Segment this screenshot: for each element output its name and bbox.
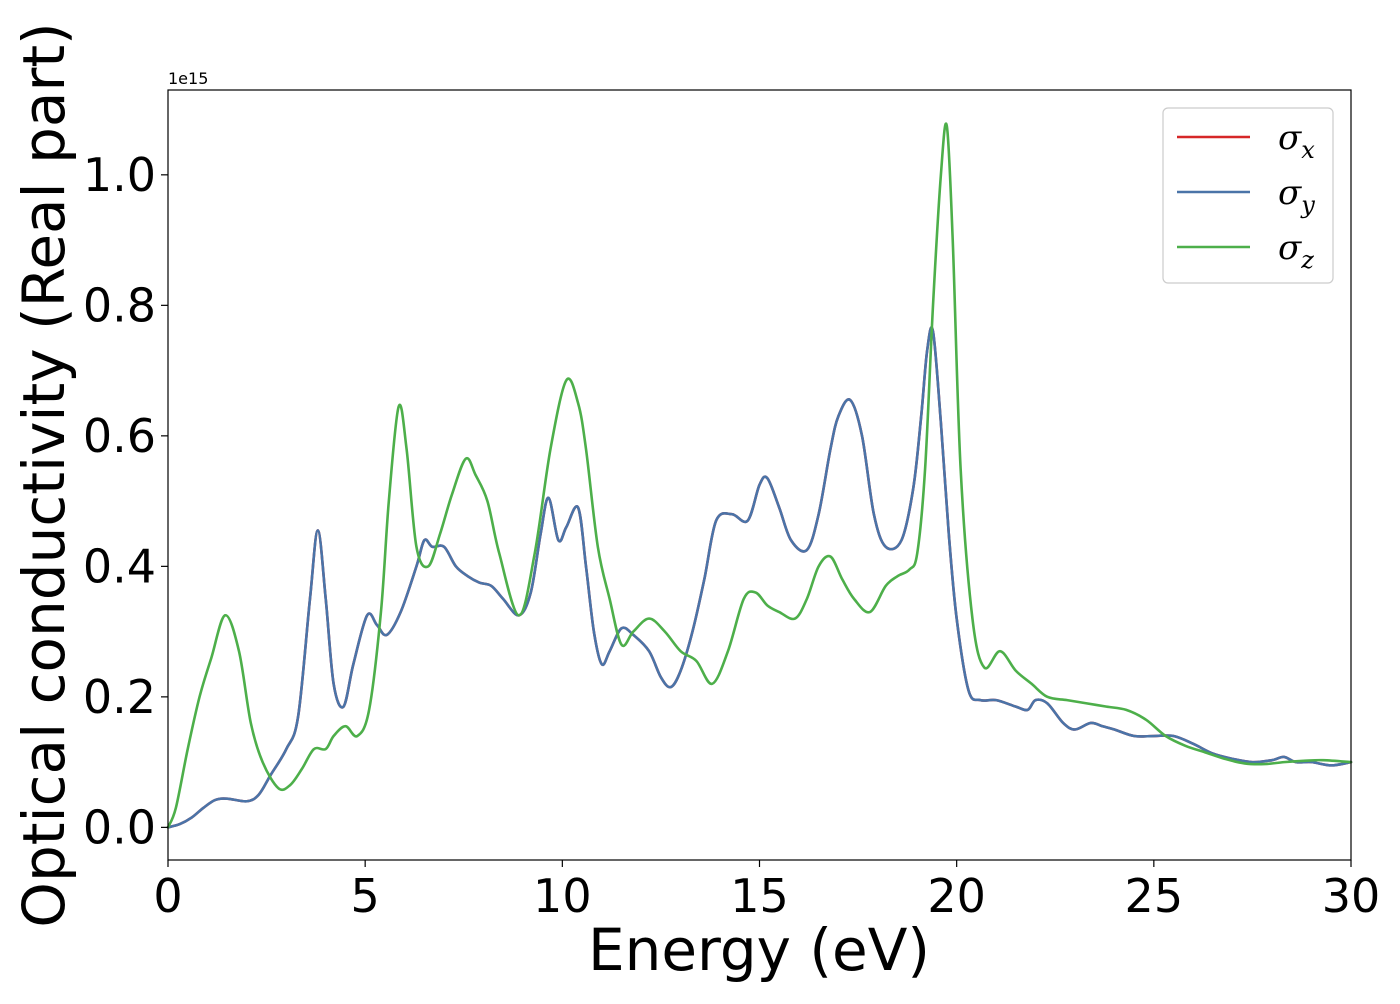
x-tick-label: 0	[153, 869, 182, 923]
y-tick-label: 1.0	[83, 148, 156, 202]
legend-label-y: σy	[1278, 173, 1315, 219]
x-tick-label: 20	[927, 869, 986, 923]
legend-symbol: σ	[1278, 228, 1302, 268]
legend-symbol: σ	[1278, 173, 1302, 213]
series-line-x	[166, 326, 1353, 829]
y-tick-label: 0.2	[83, 670, 156, 724]
y-axis-ticks: 0.0 0.2 0.4 0.6 0.8 1.0	[83, 148, 168, 854]
x-tick-label: 5	[351, 869, 380, 923]
y-offset-label: 1e15	[168, 69, 208, 88]
series-line-z	[166, 122, 1353, 829]
x-tick-label: 10	[533, 869, 592, 923]
y-tick-label: 0.6	[83, 409, 156, 463]
y-tick-label: 0.8	[83, 278, 156, 332]
y-axis-label: Optical conductivity (Real part)	[10, 22, 78, 927]
legend-subscript: y	[1300, 191, 1315, 219]
legend-box	[1162, 107, 1334, 284]
legend-label-z: σz	[1278, 228, 1314, 274]
legend-subscript: x	[1301, 136, 1315, 164]
x-tick-label: 30	[1322, 869, 1381, 923]
legend-symbol: σ	[1278, 118, 1302, 158]
series-line-y	[166, 326, 1353, 829]
legend-subscript: z	[1300, 246, 1314, 274]
x-tick-label: 15	[730, 869, 789, 923]
y-tick-label: 0.4	[83, 539, 156, 593]
plot-lines	[166, 122, 1353, 829]
x-tick-label: 25	[1125, 869, 1184, 923]
x-axis-label: Energy (eV)	[588, 916, 930, 984]
x-axis-ticks: 0 5 10 15 20 25 30	[153, 860, 1380, 923]
legend-label-x: σx	[1278, 118, 1315, 164]
y-tick-label: 0.0	[83, 800, 156, 854]
